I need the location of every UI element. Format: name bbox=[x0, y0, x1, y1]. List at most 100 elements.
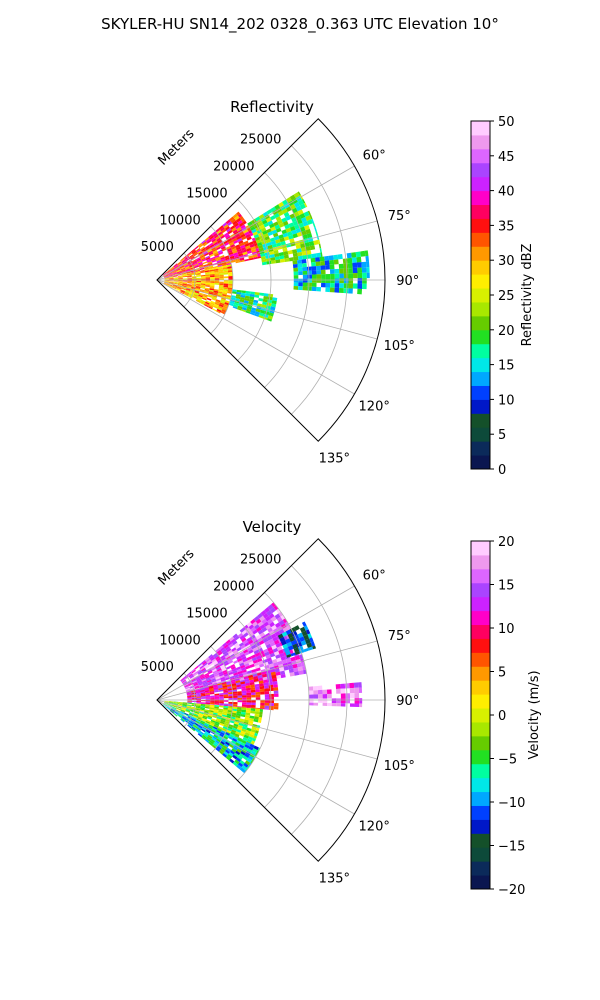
echo-cell bbox=[196, 697, 202, 699]
echo-cell bbox=[244, 662, 250, 667]
echo-cell bbox=[244, 297, 250, 302]
echo-cell bbox=[171, 268, 176, 272]
echo-cell bbox=[214, 283, 220, 285]
echo-cell bbox=[249, 743, 255, 749]
echo-cell bbox=[275, 608, 281, 614]
echo-cell bbox=[237, 706, 242, 708]
echo-cell bbox=[235, 750, 241, 756]
echo-cell bbox=[235, 682, 241, 686]
echo-cell bbox=[225, 731, 231, 735]
echo-cell bbox=[189, 675, 195, 679]
echo-cell bbox=[322, 698, 328, 703]
colorbar-segment bbox=[471, 861, 490, 876]
echo-cell bbox=[343, 283, 349, 289]
echo-cell bbox=[293, 278, 299, 283]
echo-cell bbox=[180, 266, 185, 270]
echo-cell bbox=[192, 724, 198, 729]
echo-cell bbox=[248, 755, 254, 761]
colorbar-segment bbox=[471, 610, 490, 626]
echo-cell bbox=[203, 251, 208, 256]
echo-cell bbox=[184, 266, 190, 269]
echo-cell bbox=[168, 704, 173, 707]
colorbar-segment bbox=[471, 680, 490, 695]
echo-cell bbox=[169, 701, 174, 703]
echo-cell bbox=[213, 724, 219, 728]
echo-cell bbox=[357, 272, 363, 279]
echo-cell bbox=[259, 709, 263, 713]
echo-cell bbox=[192, 716, 198, 719]
echo-cell bbox=[220, 678, 226, 682]
echo-cell bbox=[254, 664, 260, 669]
echo-cell bbox=[197, 670, 202, 674]
echo-cell bbox=[239, 744, 245, 749]
echo-cell bbox=[187, 680, 192, 684]
echo-cell bbox=[198, 684, 204, 687]
echo-cell bbox=[255, 689, 261, 693]
colorbar-segment bbox=[471, 441, 490, 456]
echo-cell bbox=[250, 684, 255, 688]
azimuth-tick-label: 75° bbox=[388, 629, 411, 644]
echo-cell bbox=[258, 714, 263, 718]
echo-cell bbox=[209, 302, 215, 306]
echo-cell bbox=[187, 275, 192, 277]
echo-cell bbox=[279, 670, 286, 675]
echo-cell bbox=[282, 247, 288, 253]
echo-cell bbox=[259, 234, 265, 240]
echo-cell bbox=[175, 289, 181, 293]
colorbar-tick-label: −5 bbox=[498, 753, 517, 768]
echo-cell bbox=[218, 271, 224, 274]
echo-cell bbox=[224, 722, 230, 726]
echo-cell bbox=[206, 297, 212, 301]
echo-cell bbox=[244, 242, 250, 247]
echo-cell bbox=[263, 222, 270, 228]
echo-cell bbox=[172, 706, 177, 709]
echo-cell bbox=[212, 308, 217, 312]
echo-cell bbox=[286, 657, 292, 663]
echo-cell bbox=[213, 305, 219, 309]
echo-cell bbox=[189, 674, 194, 678]
echo-cell bbox=[198, 713, 204, 717]
echo-cell bbox=[189, 711, 195, 715]
echo-cell bbox=[217, 266, 223, 269]
echo-cell bbox=[180, 291, 185, 294]
echo-cell bbox=[267, 244, 273, 250]
echo-cell bbox=[309, 214, 313, 220]
echo-cell bbox=[211, 247, 217, 251]
echo-cell bbox=[177, 261, 182, 265]
echo-cell bbox=[186, 705, 192, 707]
echo-cell bbox=[219, 673, 224, 677]
echo-cell bbox=[233, 672, 239, 676]
echo-cell bbox=[217, 669, 223, 674]
echo-cell bbox=[235, 246, 242, 251]
echo-cell bbox=[219, 276, 224, 279]
echo-cell bbox=[329, 259, 335, 265]
echo-cell bbox=[227, 221, 233, 227]
echo-cell bbox=[244, 295, 250, 299]
echo-cell bbox=[254, 311, 260, 316]
echo-cell bbox=[320, 269, 326, 275]
echo-cell bbox=[334, 287, 340, 293]
echo-cell bbox=[168, 702, 174, 704]
echo-cell bbox=[293, 282, 299, 287]
echo-cell bbox=[205, 719, 211, 723]
echo-cell bbox=[218, 742, 224, 747]
echo-cell bbox=[207, 295, 213, 298]
colorbar-segment bbox=[471, 288, 490, 303]
echo-cell bbox=[203, 723, 209, 728]
echo-cell bbox=[318, 243, 322, 249]
echo-cell bbox=[217, 744, 223, 749]
echo-cell bbox=[200, 703, 206, 705]
echo-cell bbox=[285, 215, 292, 221]
echo-cell bbox=[197, 680, 203, 684]
echo-cell bbox=[185, 687, 191, 691]
echo-cell bbox=[205, 697, 211, 699]
echo-cell bbox=[192, 296, 198, 299]
echo-cell bbox=[195, 691, 201, 694]
echo-cell bbox=[361, 261, 367, 268]
echo-cell bbox=[257, 244, 264, 249]
echo-cell bbox=[275, 654, 281, 659]
echo-cell bbox=[212, 668, 217, 673]
echo-cell bbox=[199, 675, 205, 679]
echo-cell bbox=[173, 263, 178, 268]
echo-cell bbox=[241, 690, 247, 694]
